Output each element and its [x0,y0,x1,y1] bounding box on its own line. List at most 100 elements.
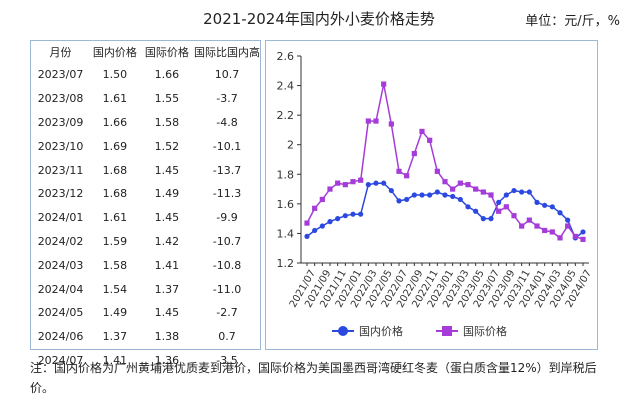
cell-international-price: 1.66 [154,68,180,82]
cell-domestic-price: 1.50 [102,68,128,82]
data-point-international [404,173,410,179]
data-point-international [419,128,425,135]
data-point-domestic [419,192,425,198]
cell-month: 2024/03 [37,258,84,272]
legend-label: 国际价格 [463,324,507,338]
data-point-international [496,208,502,214]
cell-domestic-price: 1.68 [102,187,128,201]
data-point-domestic [526,189,532,195]
header-month: 月份 [49,46,72,59]
table-row: 2023/07 1.50 1.66 10.7 [31,63,260,87]
data-point-international [365,118,371,124]
cell-international-price: 1.36 [154,353,180,367]
cell-month: 2024/07 [37,353,84,367]
table-row: 2024/07 1.41 1.36 -3.5 [31,349,260,373]
data-point-domestic [442,192,448,198]
cell-month: 2023/10 [37,139,84,153]
data-point-international [381,81,387,87]
cell-international-price: 1.38 [154,330,180,344]
cell-month: 2023/12 [37,187,84,201]
table-row: 2024/01 1.61 1.45 -9.9 [31,206,260,230]
data-point-domestic [465,204,471,210]
cell-difference: -11.3 [212,187,242,201]
y-tick-label: 2.4 [277,80,295,93]
data-point-domestic [557,210,563,216]
cell-international-price: 1.45 [154,306,180,320]
cell-month: 2024/01 [37,211,84,225]
cell-month: 2024/02 [37,234,84,248]
cell-difference: -11.0 [212,282,242,296]
data-point-international [580,236,586,242]
table-row: 2024/03 1.58 1.41 -10.8 [31,253,260,277]
data-point-domestic [488,216,494,222]
data-point-domestic [381,180,387,186]
data-point-domestic [335,216,341,222]
cell-domestic-price: 1.69 [102,139,128,153]
cell-difference: -3.7 [216,92,238,106]
cell-difference: -10.7 [212,234,242,248]
data-point-international [442,179,448,185]
table-header-row: 月份 国内价格 国际价格 国际比国内高 [31,41,260,63]
cell-month: 2023/08 [37,92,84,106]
footnote: 注：国内价格为广州黄埔港优质麦到港价，国际价格为美国墨西哥湾硬红冬麦（蛋白质含量… [30,361,597,395]
legend-marker-international [442,326,452,336]
cell-domestic-price: 1.66 [102,115,128,129]
table-body: 2023/07 1.50 1.66 10.7 2023/08 1.61 1.55 -3.7 20… [31,63,260,372]
data-point-domestic [365,182,371,188]
cell-domestic-price: 1.68 [102,163,128,177]
data-point-domestic [388,187,394,194]
y-tick-label: 1.6 [277,198,295,211]
data-point-international [473,186,479,192]
data-point-domestic [373,180,379,186]
data-point-international [396,168,402,174]
series-line-domestic [306,182,584,240]
data-point-international [434,168,440,174]
cell-domestic-price: 1.58 [102,258,128,272]
data-point-international [557,235,563,241]
cell-difference: -4.8 [216,115,238,129]
data-point-domestic [580,229,586,235]
y-tick-label: 1.8 [277,168,295,181]
data-point-international [480,189,486,195]
data-point-domestic [327,219,333,225]
data-point-domestic [480,216,486,222]
data-point-domestic [312,227,318,234]
cell-month: 2023/11 [37,163,84,177]
cell-international-price: 1.45 [154,211,180,225]
data-point-domestic [473,208,479,214]
header-international-price: 国际价格 [144,46,189,59]
data-point-international [342,182,348,188]
data-point-international [534,223,540,229]
cell-international-price: 1.42 [154,234,180,248]
data-point-international [526,217,532,223]
data-point-domestic [427,192,433,198]
data-point-domestic [511,187,517,194]
chart-title: 2021-2024年国内外小麦价格走势 [203,10,435,28]
line-chart: 1.21.41.61.822.22.42.62021/072021/092021… [277,50,595,338]
cell-difference: 0.7 [218,330,236,344]
cell-difference: -13.7 [212,163,242,177]
cell-month: 2024/04 [37,282,84,296]
cell-international-price: 1.49 [154,187,180,201]
cell-month: 2023/09 [37,115,84,129]
data-point-domestic [457,196,463,203]
data-point-domestic [503,192,509,198]
data-point-domestic [565,217,571,223]
cell-domestic-price: 1.59 [102,234,128,248]
table-row: 2023/11 1.68 1.45 -13.7 [31,158,260,182]
table-row: 2023/10 1.69 1.52 -10.1 [31,134,260,158]
data-point-international [319,196,325,203]
cell-difference: 10.7 [214,68,240,82]
data-point-international [542,227,548,234]
data-point-international [427,137,433,143]
series-line-international [306,83,584,241]
data-point-international [358,177,364,183]
cell-international-price: 1.55 [154,92,180,106]
data-point-domestic [496,199,502,205]
data-point-domestic [549,204,555,210]
legend-label: 国内价格 [359,324,403,338]
data-point-international [327,186,333,192]
cell-domestic-price: 1.61 [102,211,128,225]
cell-month: 2024/06 [37,330,84,344]
data-point-domestic [396,198,402,204]
